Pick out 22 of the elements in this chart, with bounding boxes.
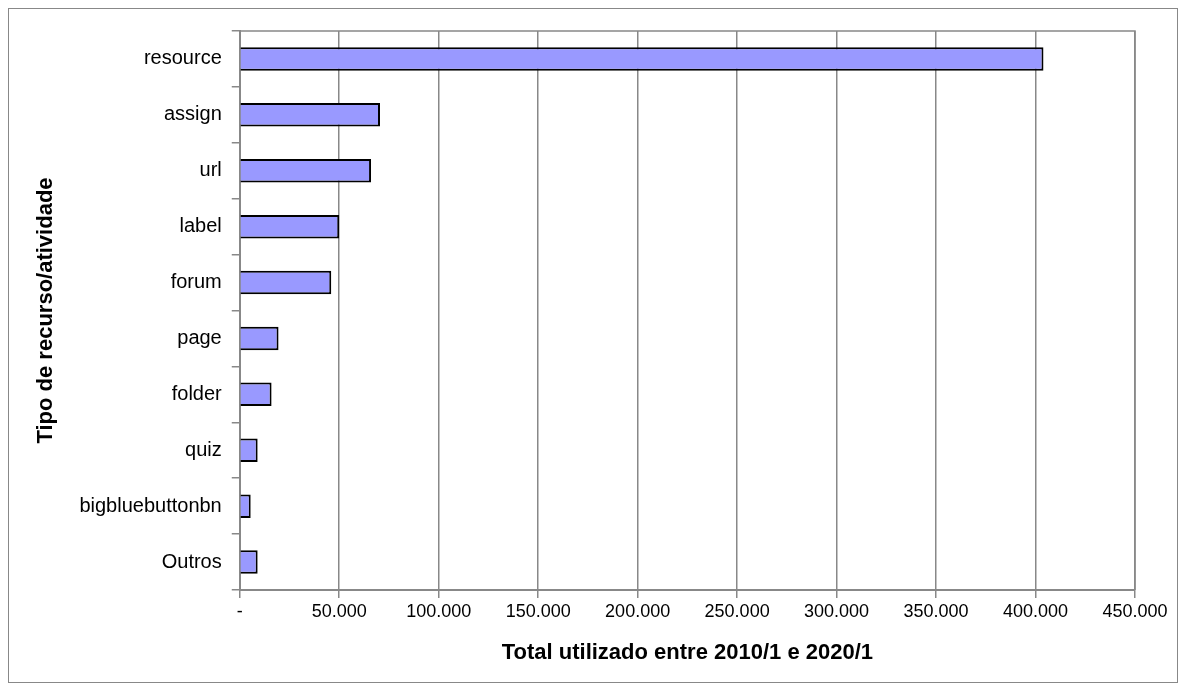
y-tick-label: assign xyxy=(163,102,222,125)
x-tick-label: 450.000 xyxy=(1102,600,1168,621)
y-tick-label: Outros xyxy=(161,549,222,572)
y-tick-label: forum xyxy=(170,270,222,293)
y-tick-label: bigbluebuttonbn xyxy=(79,493,222,516)
y-tick-label: folder xyxy=(171,381,223,404)
y-axis-title: Tipo de recurso/atividade xyxy=(32,177,58,444)
x-tick-label: 150.000 xyxy=(505,600,571,621)
y-tick-label: page xyxy=(177,325,222,348)
x-tick-label: 200.000 xyxy=(605,600,671,621)
y-tick-label: label xyxy=(179,214,222,237)
x-tick-label: - xyxy=(236,600,243,621)
x-tick-label: 50.000 xyxy=(311,600,367,621)
x-tick-label: 300.000 xyxy=(804,600,870,621)
y-tick-label: quiz xyxy=(185,437,222,460)
x-tick-label: 350.000 xyxy=(903,600,969,621)
x-axis-title: Total utilizado entre 2010/1 e 2020/1 xyxy=(501,638,874,664)
x-tick-label: 250.000 xyxy=(704,600,770,621)
y-tick-label: url xyxy=(199,158,222,181)
x-tick-label: 400.000 xyxy=(1002,600,1069,621)
x-tick-label: 100.000 xyxy=(406,600,472,621)
y-tick-label: resource xyxy=(143,46,222,69)
